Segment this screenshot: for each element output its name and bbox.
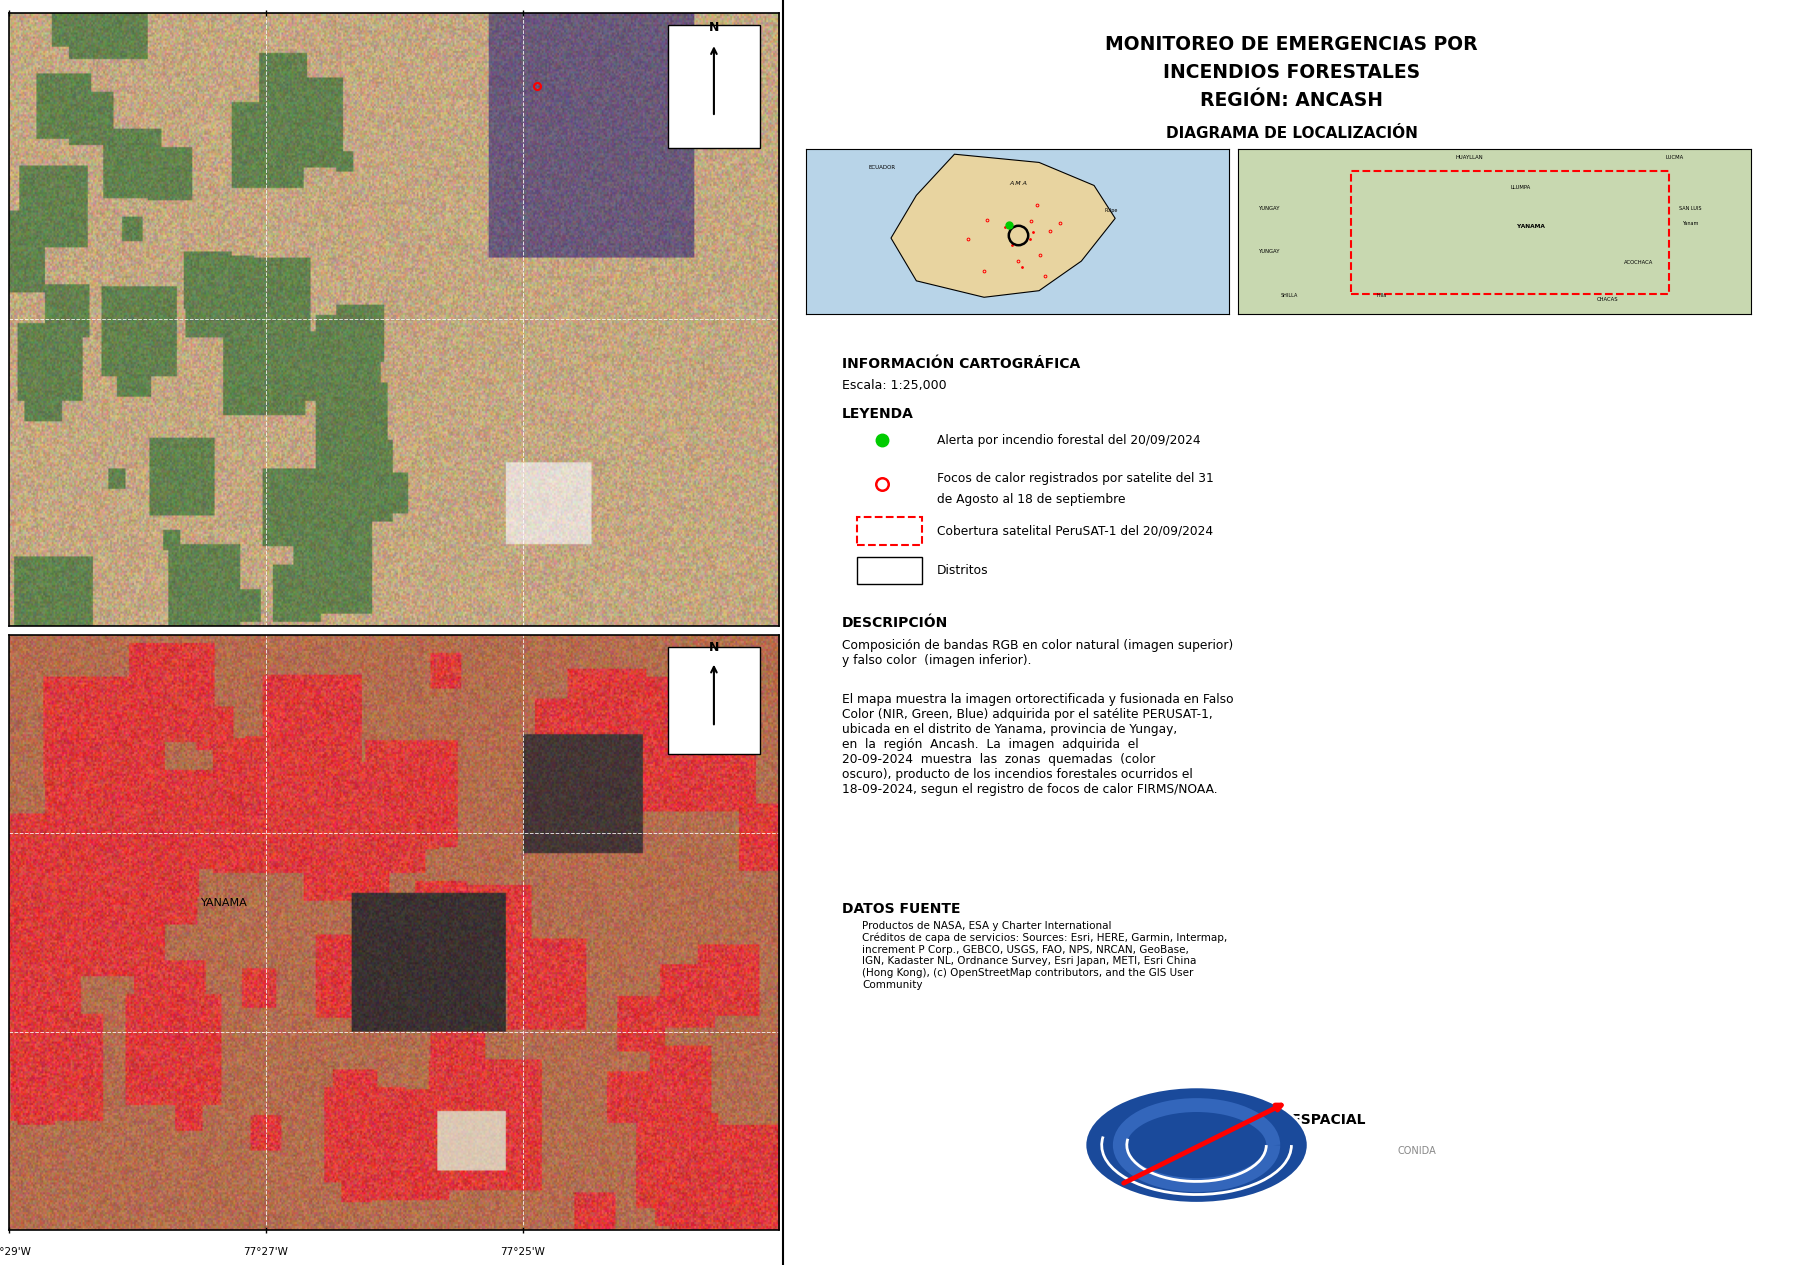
Text: Productos de NASA, ESA y Charter International
Créditos de capa de servicios: So: Productos de NASA, ESA y Charter Interna…: [862, 921, 1228, 989]
Text: N: N: [709, 22, 720, 34]
Text: MONITOREO DE EMERGENCIAS POR: MONITOREO DE EMERGENCIAS POR: [1105, 35, 1478, 54]
Text: Focos de calor registrados por satelite del 31: Focos de calor registrados por satelite …: [936, 472, 1213, 484]
Text: REGIÓN: ANCASH: REGIÓN: ANCASH: [1201, 91, 1382, 110]
Text: INFORMACIÓN CARTOGRÁFICA: INFORMACIÓN CARTOGRÁFICA: [842, 357, 1080, 371]
FancyBboxPatch shape: [668, 25, 760, 148]
Text: El mapa muestra la imagen ortorectificada y fusionada en Falso
Color (NIR, Green: El mapa muestra la imagen ortorectificad…: [842, 693, 1233, 796]
Text: CHACAS: CHACAS: [1597, 296, 1618, 301]
Text: DATOS FUENTE: DATOS FUENTE: [842, 902, 961, 916]
FancyBboxPatch shape: [668, 646, 760, 754]
Text: Composición de bandas RGB en color natural (imagen superior)
y falso color  (ima: Composición de bandas RGB en color natur…: [842, 639, 1233, 667]
Text: HUAYLLAN: HUAYLLAN: [1456, 156, 1483, 161]
Text: Yanam: Yanam: [1681, 221, 1697, 226]
Text: SHILLA: SHILLA: [1282, 293, 1298, 299]
Text: Cobertura satelital PeruSAT-1 del 20/09/2024: Cobertura satelital PeruSAT-1 del 20/09/…: [936, 525, 1213, 538]
Text: 77°29'W: 77°29'W: [0, 1247, 31, 1257]
Text: hilla: hilla: [1377, 293, 1388, 299]
Bar: [857, 557, 922, 584]
Text: INCENDIOS FORESTALES: INCENDIOS FORESTALES: [1163, 63, 1420, 82]
Text: N: N: [709, 641, 720, 654]
Text: LUCMA: LUCMA: [1665, 156, 1683, 161]
Text: Distritos: Distritos: [936, 564, 988, 577]
Bar: [857, 517, 922, 545]
Text: LEYENDA: LEYENDA: [842, 407, 914, 421]
Text: YANAMA: YANAMA: [1517, 224, 1544, 229]
Text: LLUMPA: LLUMPA: [1510, 185, 1530, 190]
Text: YUNGAY: YUNGAY: [1258, 249, 1280, 254]
Text: YANAMA: YANAMA: [202, 898, 248, 907]
Circle shape: [1085, 1087, 1309, 1203]
Text: YUNGAY: YUNGAY: [1258, 206, 1280, 211]
Text: Pulpe: Pulpe: [1103, 207, 1118, 213]
Text: CONIDA: CONIDA: [1397, 1146, 1436, 1156]
Text: 77°25'W: 77°25'W: [500, 1247, 545, 1257]
Text: A M A: A M A: [1010, 181, 1026, 186]
Text: Alerta por incendio forestal del 20/09/2024: Alerta por incendio forestal del 20/09/2…: [936, 434, 1201, 447]
Text: Escala: 1:25,000: Escala: 1:25,000: [842, 380, 947, 392]
Text: 77°27'W: 77°27'W: [243, 1247, 288, 1257]
Text: DIAGRAMA DE LOCALIZACIÓN: DIAGRAMA DE LOCALIZACIÓN: [1166, 126, 1417, 142]
Text: ACOCHACA: ACOCHACA: [1624, 261, 1652, 266]
Polygon shape: [891, 154, 1116, 297]
Text: DEL PERU: DEL PERU: [1224, 1144, 1300, 1159]
Text: SAN LUIS: SAN LUIS: [1679, 206, 1701, 211]
Text: ECUADOR: ECUADOR: [869, 164, 896, 170]
Text: DESCRIPCIÓN: DESCRIPCIÓN: [842, 616, 949, 630]
Text: AGENCIA ESPACIAL: AGENCIA ESPACIAL: [1217, 1112, 1366, 1127]
Text: de Agosto al 18 de septiembre: de Agosto al 18 de septiembre: [936, 493, 1125, 506]
Bar: [1352, 171, 1669, 293]
